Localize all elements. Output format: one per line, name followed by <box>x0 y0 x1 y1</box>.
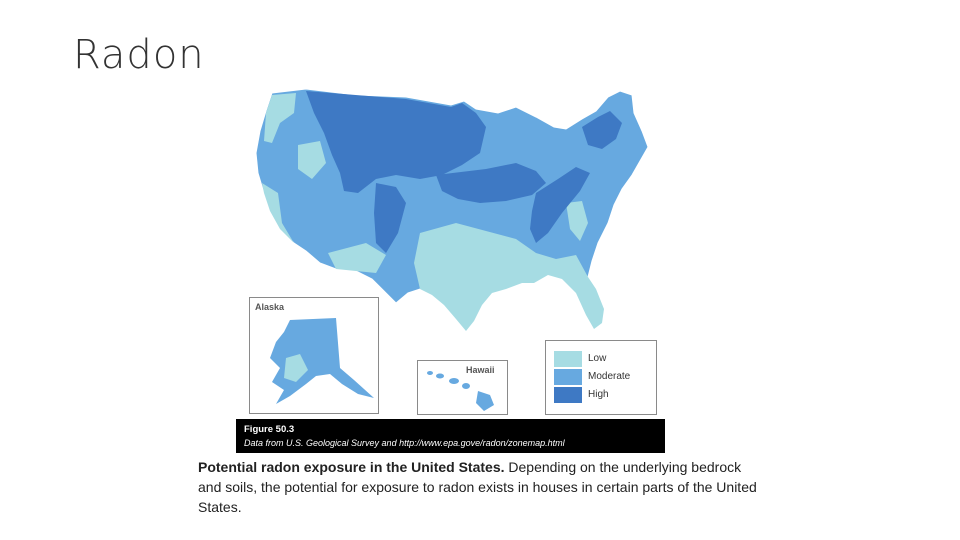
low-zone-regions <box>262 93 604 331</box>
legend-item-low: Low <box>554 351 649 367</box>
figure-description: Potential radon exposure in the United S… <box>198 457 758 517</box>
description-heading: Potential radon exposure in the United S… <box>198 459 505 475</box>
high-zone-midwest <box>436 163 546 203</box>
hawaii-island-4 <box>462 383 470 389</box>
hawaii-island-3 <box>449 378 459 384</box>
low-zone-gulf-coast <box>414 223 604 331</box>
figure-caption-bar: Figure 50.3 Data from U.S. Geological Su… <box>236 419 665 453</box>
high-zone-northern-plains <box>306 91 486 193</box>
high-zone-rockies <box>374 183 406 253</box>
alaska-map <box>270 318 374 404</box>
hawaii-label: Hawaii <box>466 365 495 375</box>
low-zone-great-basin <box>298 141 326 179</box>
figure-number: Figure 50.3 <box>244 424 295 435</box>
legend-swatch-moderate <box>554 369 582 385</box>
hawaii-island-1 <box>427 371 433 375</box>
map-legend: Low Moderate High <box>545 340 657 415</box>
hawaii-inset: Hawaii <box>417 360 508 415</box>
alaska-inset: Alaska <box>249 297 379 414</box>
radon-zone-map <box>255 88 649 332</box>
hawaii-map <box>427 371 494 411</box>
hawaii-island-2 <box>436 373 444 379</box>
alaska-shape <box>270 318 374 404</box>
alaska-low-zone <box>284 354 308 382</box>
low-zone-pacific-nw <box>264 93 296 143</box>
low-zone-west-coast <box>262 183 294 243</box>
legend-swatch-low <box>554 351 582 367</box>
legend-label-high: High <box>588 389 609 400</box>
slide-title: Radon <box>73 32 205 78</box>
high-zone-appalachian <box>530 167 590 243</box>
figure-source: Data from U.S. Geological Survey and htt… <box>244 438 565 448</box>
legend-item-high: High <box>554 387 649 403</box>
hawaii-island-big <box>476 391 494 411</box>
legend-item-moderate: Moderate <box>554 369 649 385</box>
low-zone-east-coast <box>566 201 588 241</box>
alaska-label: Alaska <box>255 302 285 312</box>
high-zone-northeast <box>582 111 622 149</box>
hawaii-islands <box>427 371 494 411</box>
legend-label-moderate: Moderate <box>588 371 631 382</box>
description-text: Depending on the underlying bedrock and … <box>198 459 757 515</box>
high-zone-regions <box>306 91 622 253</box>
low-zone-southwest <box>328 243 386 273</box>
legend-label-low: Low <box>588 353 607 364</box>
legend-swatch-high <box>554 387 582 403</box>
